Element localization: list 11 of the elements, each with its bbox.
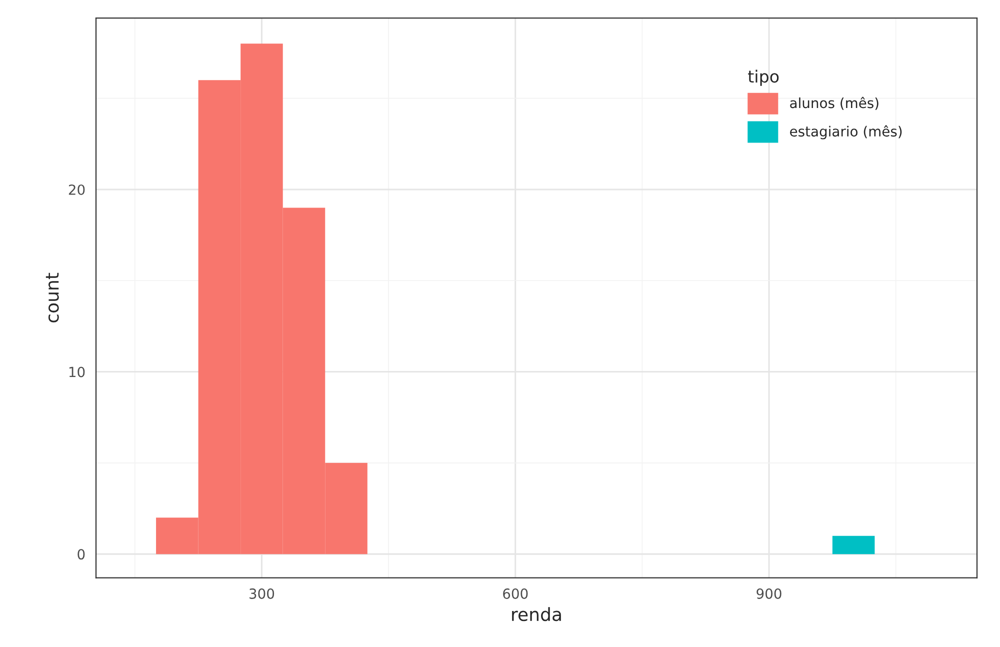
x-tick-label: 300 [250,588,274,599]
y-tick-label: 0 [78,549,85,560]
y-tick-label: 10 [69,366,85,378]
x-tick-label: 600 [503,588,528,599]
y-tick-label: 20 [68,184,85,195]
x-axis-title: renda [512,607,561,622]
legend-label: estagiario (mês) [790,125,902,140]
x-tick-label: 900 [756,588,782,599]
legend-title: tipo [748,70,779,86]
y-axis-title: count [46,272,59,322]
legend-label: alunos (mês) [790,96,878,110]
